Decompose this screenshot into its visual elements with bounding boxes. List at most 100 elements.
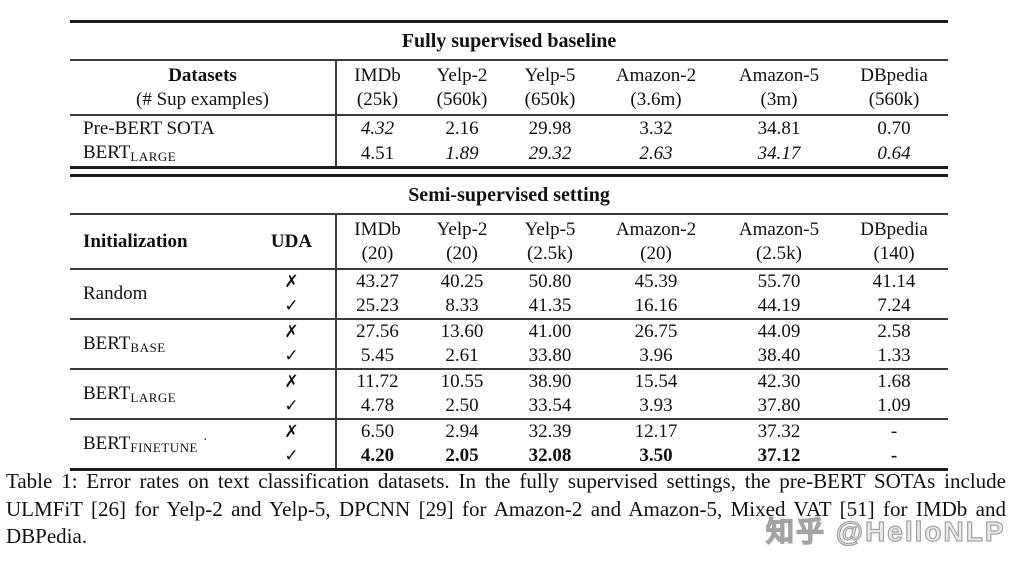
cell-value: 41.35 xyxy=(528,295,572,316)
col-name: DBpedia xyxy=(860,218,928,240)
model-subscript: LARGE xyxy=(130,389,177,405)
cell-value: 44.09 xyxy=(718,318,840,344)
cell-value: 4.51 xyxy=(335,141,418,168)
table-1-block: Fully supervised baseline Datasets (# Su… xyxy=(70,20,949,471)
cell-value: 2.50 xyxy=(445,395,479,416)
cell-value: 3.50 xyxy=(639,445,673,466)
col-name: IMDb xyxy=(354,218,401,240)
uda-check-icon: ✓ xyxy=(284,346,299,366)
uda-cross-icon: ✗ xyxy=(248,418,336,444)
cell-value: 38.90 xyxy=(506,368,594,394)
header-col-amazon5: Amazon-5 (3m) xyxy=(718,60,840,116)
cell-value: 33.80 xyxy=(528,345,572,366)
cell-value: 55.70 xyxy=(757,271,801,292)
uda-cross-icon: ✗ xyxy=(248,318,336,344)
cell-value: 4.78 xyxy=(335,394,418,419)
col-name: IMDb xyxy=(354,64,401,86)
model-subscript: BASE xyxy=(130,339,166,355)
header-col-yelp2: Yelp-2 (560k) xyxy=(418,60,506,116)
cell-value: 3.96 xyxy=(639,345,673,366)
footnote-dot: · xyxy=(202,432,208,448)
col-count: (560k) xyxy=(868,88,920,110)
cell-value: 8.33 xyxy=(445,295,479,316)
col-count: (20) xyxy=(446,242,478,264)
uda-check-icon: ✓ xyxy=(284,446,299,466)
cell-value: 2.58 xyxy=(840,318,949,344)
row-label-bert-large: BERTLARGE xyxy=(70,141,336,168)
col-name: Amazon-2 xyxy=(615,64,697,86)
cell-value: 2.94 xyxy=(418,418,506,444)
row-label-pre-bert-sota: Pre-BERT SOTA xyxy=(83,117,215,139)
cell-value: 43.27 xyxy=(335,269,418,294)
cell-value: 29.98 xyxy=(528,117,572,139)
cell-value: 25.23 xyxy=(335,294,418,319)
section-title-fully-supervised: Fully supervised baseline xyxy=(70,21,949,61)
model-name: BERT xyxy=(83,142,131,163)
row-label-random: Random xyxy=(70,269,248,319)
cell-value: 11.72 xyxy=(335,368,418,394)
header-col-imdb: IMDb (20) xyxy=(335,214,418,270)
fully-supervised-title-row: Fully supervised baseline xyxy=(70,21,949,61)
table-row-bert-large-baseline: BERTLARGE 4.51 1.89 29.32 2.63 34.17 0.6… xyxy=(70,141,948,168)
cell-value: 34.81 xyxy=(757,117,801,139)
header-datasets-title: Datasets xyxy=(168,64,237,86)
cell-value: 37.12 xyxy=(757,445,801,466)
cell-value: 1.33 xyxy=(877,345,911,366)
cell-value: 42.30 xyxy=(718,368,840,394)
cell-value: 41.00 xyxy=(506,318,594,344)
header-initialization: Initialization xyxy=(70,214,248,270)
cell-value: 16.16 xyxy=(634,295,678,316)
col-name: Yelp-2 xyxy=(436,218,488,240)
cell-value: 0.64 xyxy=(877,142,911,164)
cell-value: 6.50 xyxy=(335,418,418,444)
col-name: Yelp-5 xyxy=(524,64,576,86)
uda-check-icon: ✓ xyxy=(284,396,299,416)
cell-value: 26.75 xyxy=(594,318,718,344)
cell-value: 50.80 xyxy=(528,271,572,292)
col-name: Yelp-5 xyxy=(524,218,576,240)
col-name: Amazon-5 xyxy=(738,218,820,240)
row-label-bert-finetune: BERTFINETUNE · xyxy=(70,418,248,470)
col-count: (25k) xyxy=(356,88,399,110)
model-subscript: LARGE xyxy=(130,149,177,164)
header-uda: UDA xyxy=(248,214,336,270)
header-col-yelp5: Yelp-5 (2.5k) xyxy=(506,214,594,270)
cell-value: 37.32 xyxy=(718,418,840,444)
semi-supervised-title-row: Semi-supervised setting xyxy=(70,175,949,215)
table-row-bert-finetune-no-uda: BERTFINETUNE · ✗ 6.50 2.94 32.39 12.17 37… xyxy=(70,418,949,470)
cell-value: 37.80 xyxy=(757,395,801,416)
cell-value: 2.16 xyxy=(445,117,479,139)
semi-supervised-header-row: Initialization UDA IMDb (20) Yelp-2 (20)… xyxy=(70,214,949,270)
table-row-random-with-uda: ✓ 25.23 8.33 41.35 16.16 44.19 7.24 xyxy=(70,294,948,319)
cell-value: 3.93 xyxy=(639,395,673,416)
model-name: BERT xyxy=(83,332,131,354)
col-count: (3m) xyxy=(760,88,798,110)
cell-value: 4.20 xyxy=(335,444,418,470)
header-col-yelp2: Yelp-2 (20) xyxy=(418,214,506,270)
cell-value: 1.09 xyxy=(877,395,911,416)
header-col-amazon2: Amazon-2 (20) xyxy=(594,214,718,270)
table-row-bert-large-no-uda: BERTLARGE ✗ 11.72 10.55 38.90 15.54 42.3… xyxy=(70,368,949,419)
table-row-bert-large-with-uda: ✓ 4.78 2.50 33.54 3.93 37.80 1.09 xyxy=(70,394,948,419)
table-row-bert-finetune-with-uda: ✓ 4.20 2.05 32.08 3.50 37.12 - xyxy=(70,444,948,470)
cell-value: 41.14 xyxy=(872,271,916,292)
table-caption: Table 1: Error rates on text classificat… xyxy=(6,469,1006,548)
cell-value: 29.32 xyxy=(528,142,572,164)
cell-value: 34.17 xyxy=(757,142,801,164)
cell-value: 5.45 xyxy=(335,344,418,369)
header-col-yelp5: Yelp-5 (650k) xyxy=(506,60,594,116)
col-count: (560k) xyxy=(436,88,488,110)
semi-supervised-table: Semi-supervised setting Initialization U… xyxy=(70,174,949,471)
zhihu-watermark: 知乎 @HelloNLP xyxy=(765,515,1006,547)
cell-value: 32.39 xyxy=(506,418,594,444)
header-col-amazon5: Amazon-5 (2.5k) xyxy=(718,214,840,270)
cell-value: - xyxy=(890,445,898,466)
cell-value: 45.39 xyxy=(634,271,678,292)
table-row-pre-bert-sota: Pre-BERT SOTA 4.32 2.16 29.98 3.32 34.81… xyxy=(70,115,948,141)
cell-value: 4.32 xyxy=(335,115,418,141)
cell-value: 27.56 xyxy=(335,318,418,344)
table-row-bert-base-with-uda: ✓ 5.45 2.61 33.80 3.96 38.40 1.33 xyxy=(70,344,948,369)
col-count: (2.5k) xyxy=(756,242,802,264)
cell-value: 1.89 xyxy=(445,142,479,164)
